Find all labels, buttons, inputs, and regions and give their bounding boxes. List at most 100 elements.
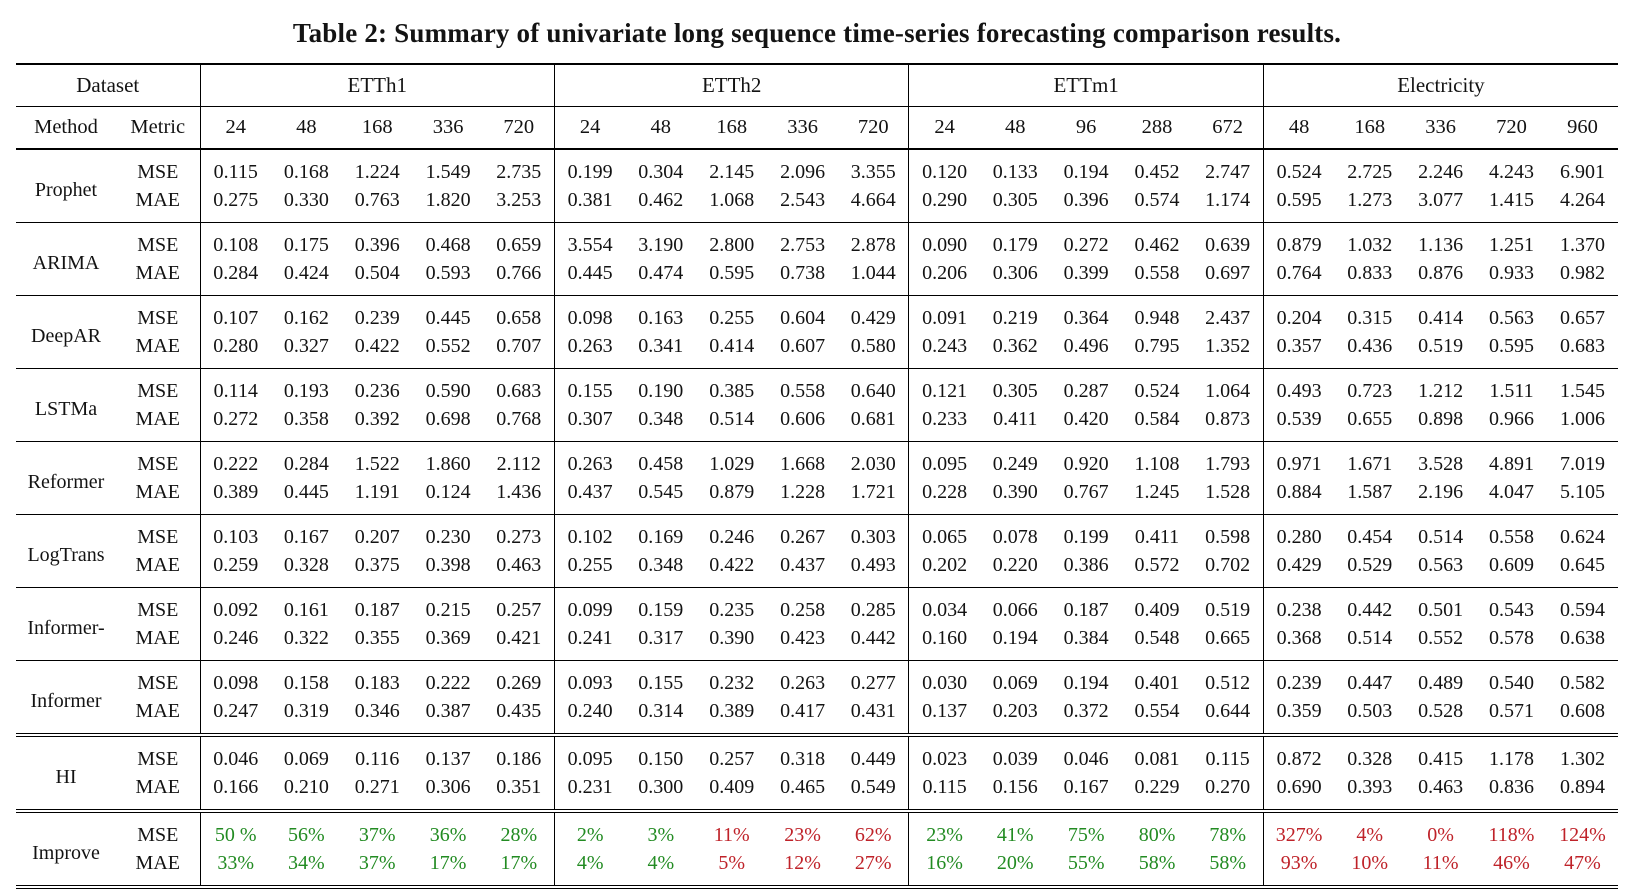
value-cell: 0.884 [1262, 478, 1335, 515]
value-cell: 0.595 [1488, 335, 1534, 357]
dataset-group-ettm1: ETTm1 [908, 64, 1264, 107]
value-cell: 0.190 [638, 380, 684, 402]
value-cell: 1.068 [709, 189, 755, 211]
value-cell: 4% [553, 849, 626, 887]
value-cell: 1.251 [1488, 234, 1534, 256]
value-cell: 0.187 [354, 599, 400, 621]
value-cell: 3.077 [1418, 189, 1464, 211]
value-cell: 0.595 [1262, 186, 1335, 223]
value-cell: 10% [1351, 852, 1389, 874]
method-block-prophet: Prophet MSE 0.115 0.168 1.224 1.549 2.735 0.199… [16, 149, 1618, 223]
value-cell: 2.543 [780, 189, 826, 211]
value-cell: 0.401 [1134, 672, 1180, 694]
value-cell: 1.212 [1418, 380, 1464, 402]
value-cell: 0.590 [425, 380, 471, 402]
value-cell: 0.411 [993, 408, 1038, 430]
value-cell: 0.161 [283, 599, 329, 621]
value-cell: 2.747 [1205, 161, 1251, 183]
metric-row-informer-mse: Informer- MSE 0.092 0.161 0.187 0.215 0.257 0.0… [16, 587, 1618, 639]
value-cell: 0.580 [850, 335, 896, 357]
value-cell: 0.358 [283, 408, 329, 430]
value-cell: 0.920 [1063, 453, 1109, 475]
value-cell: 0.263 [553, 441, 626, 478]
value-cell: 0.116 [355, 748, 400, 770]
value-cell: 0.431 [850, 700, 896, 722]
value-cell: 0.222 [425, 672, 471, 694]
value-cell: 0.414 [1418, 307, 1464, 329]
value-cell: 1.044 [850, 262, 896, 284]
value-cell: 1.545 [1559, 380, 1605, 402]
value-cell: 0% [1427, 824, 1454, 846]
value-cell: 1.245 [1134, 481, 1180, 503]
value-cell: 58% [1209, 852, 1247, 874]
value-cell: 0.645 [1559, 554, 1605, 576]
value-cell: 33% [199, 849, 271, 887]
value-cell: 0.384 [1063, 627, 1109, 649]
value-cell: 0.194 [1063, 672, 1109, 694]
horizon-label: 168 [716, 116, 748, 138]
method-name: Reformer [27, 471, 105, 493]
value-cell: 11% [1422, 852, 1459, 874]
value-cell: 1.528 [1205, 481, 1251, 503]
metric-name: MAE [135, 554, 180, 576]
value-cell: 0.163 [638, 307, 684, 329]
value-cell: 0.230 [425, 526, 471, 548]
value-cell: 0.529 [1347, 554, 1393, 576]
value-cell: 0.179 [992, 234, 1038, 256]
metric-name: MAE [135, 262, 180, 284]
value-cell: 0.389 [709, 700, 755, 722]
value-cell: 0.351 [496, 776, 542, 798]
value-cell: 46% [1493, 852, 1530, 874]
value-cell: 0.437 [553, 478, 626, 515]
value-cell: 0.764 [1262, 259, 1335, 296]
value-cell: 1.352 [1205, 335, 1251, 357]
value-cell: 0.222 [199, 441, 271, 478]
value-cell: 0.435 [496, 700, 542, 722]
value-cell: 0.280 [1262, 514, 1335, 551]
horizon-label: 720 [503, 116, 535, 138]
value-cell: 0.414 [709, 335, 755, 357]
value-cell: 0.115 [908, 773, 980, 811]
value-cell: 0.454 [1347, 526, 1393, 548]
value-cell: 0.463 [1418, 776, 1464, 798]
value-cell: 0.539 [1262, 405, 1335, 442]
value-cell: 1.064 [1205, 380, 1251, 402]
horizon-label: 24 [553, 106, 626, 149]
value-cell: 0.258 [780, 599, 826, 621]
metric-name: MSE [137, 307, 179, 329]
value-cell: 0.238 [1262, 587, 1335, 624]
method-block-informer: Informer MSE 0.098 0.158 0.183 0.222 0.269 0.09… [16, 660, 1618, 735]
value-cell: 0.386 [1063, 554, 1109, 576]
value-cell: 2.196 [1418, 481, 1464, 503]
dataset-group-electricity: Electricity [1262, 64, 1618, 107]
value-cell: 0.578 [1488, 627, 1534, 649]
value-cell: 1.721 [850, 481, 896, 503]
value-cell: 93% [1262, 849, 1335, 887]
value-cell: 1.668 [780, 453, 826, 475]
value-cell: 0.493 [1262, 368, 1335, 405]
method-name: DeepAR [31, 325, 101, 347]
value-cell: 0.738 [780, 262, 826, 284]
value-cell: 0.982 [1559, 262, 1605, 284]
value-cell: 0.683 [496, 380, 542, 402]
value-cell: 327% [1262, 811, 1335, 849]
value-cell: 0.540 [1488, 672, 1534, 694]
value-cell: 0.574 [1134, 189, 1180, 211]
value-cell: 0.702 [1205, 554, 1251, 576]
value-cell: 0.150 [638, 748, 684, 770]
value-cell: 1.671 [1347, 453, 1393, 475]
value-cell: 0.872 [1262, 735, 1335, 773]
value-cell: 0.368 [1262, 624, 1335, 661]
value-cell: 0.247 [199, 697, 271, 735]
value-cell: 0.385 [709, 380, 755, 402]
value-cell: 0.155 [553, 368, 626, 405]
metric-row-improve-mse: Improve MSE 50 % 56% 37% 36% 28% 2% 3% 11% 23% 62% 2… [16, 811, 1618, 864]
value-cell: 78% [1209, 824, 1247, 846]
value-cell: 1.273 [1347, 189, 1393, 211]
value-cell: 1.228 [780, 481, 826, 503]
value-cell: 0.393 [1347, 776, 1393, 798]
metric-row-logtrans-mae: MAE 0.259 0.328 0.375 0.398 0.463 0.255 0.348 0.… [16, 551, 1618, 588]
column-header-row: Method Metric 24 48 168 336 720 24 48 168 336 720 24… [16, 106, 1618, 149]
value-cell: 0.463 [496, 554, 542, 576]
value-cell: 0.167 [283, 526, 329, 548]
